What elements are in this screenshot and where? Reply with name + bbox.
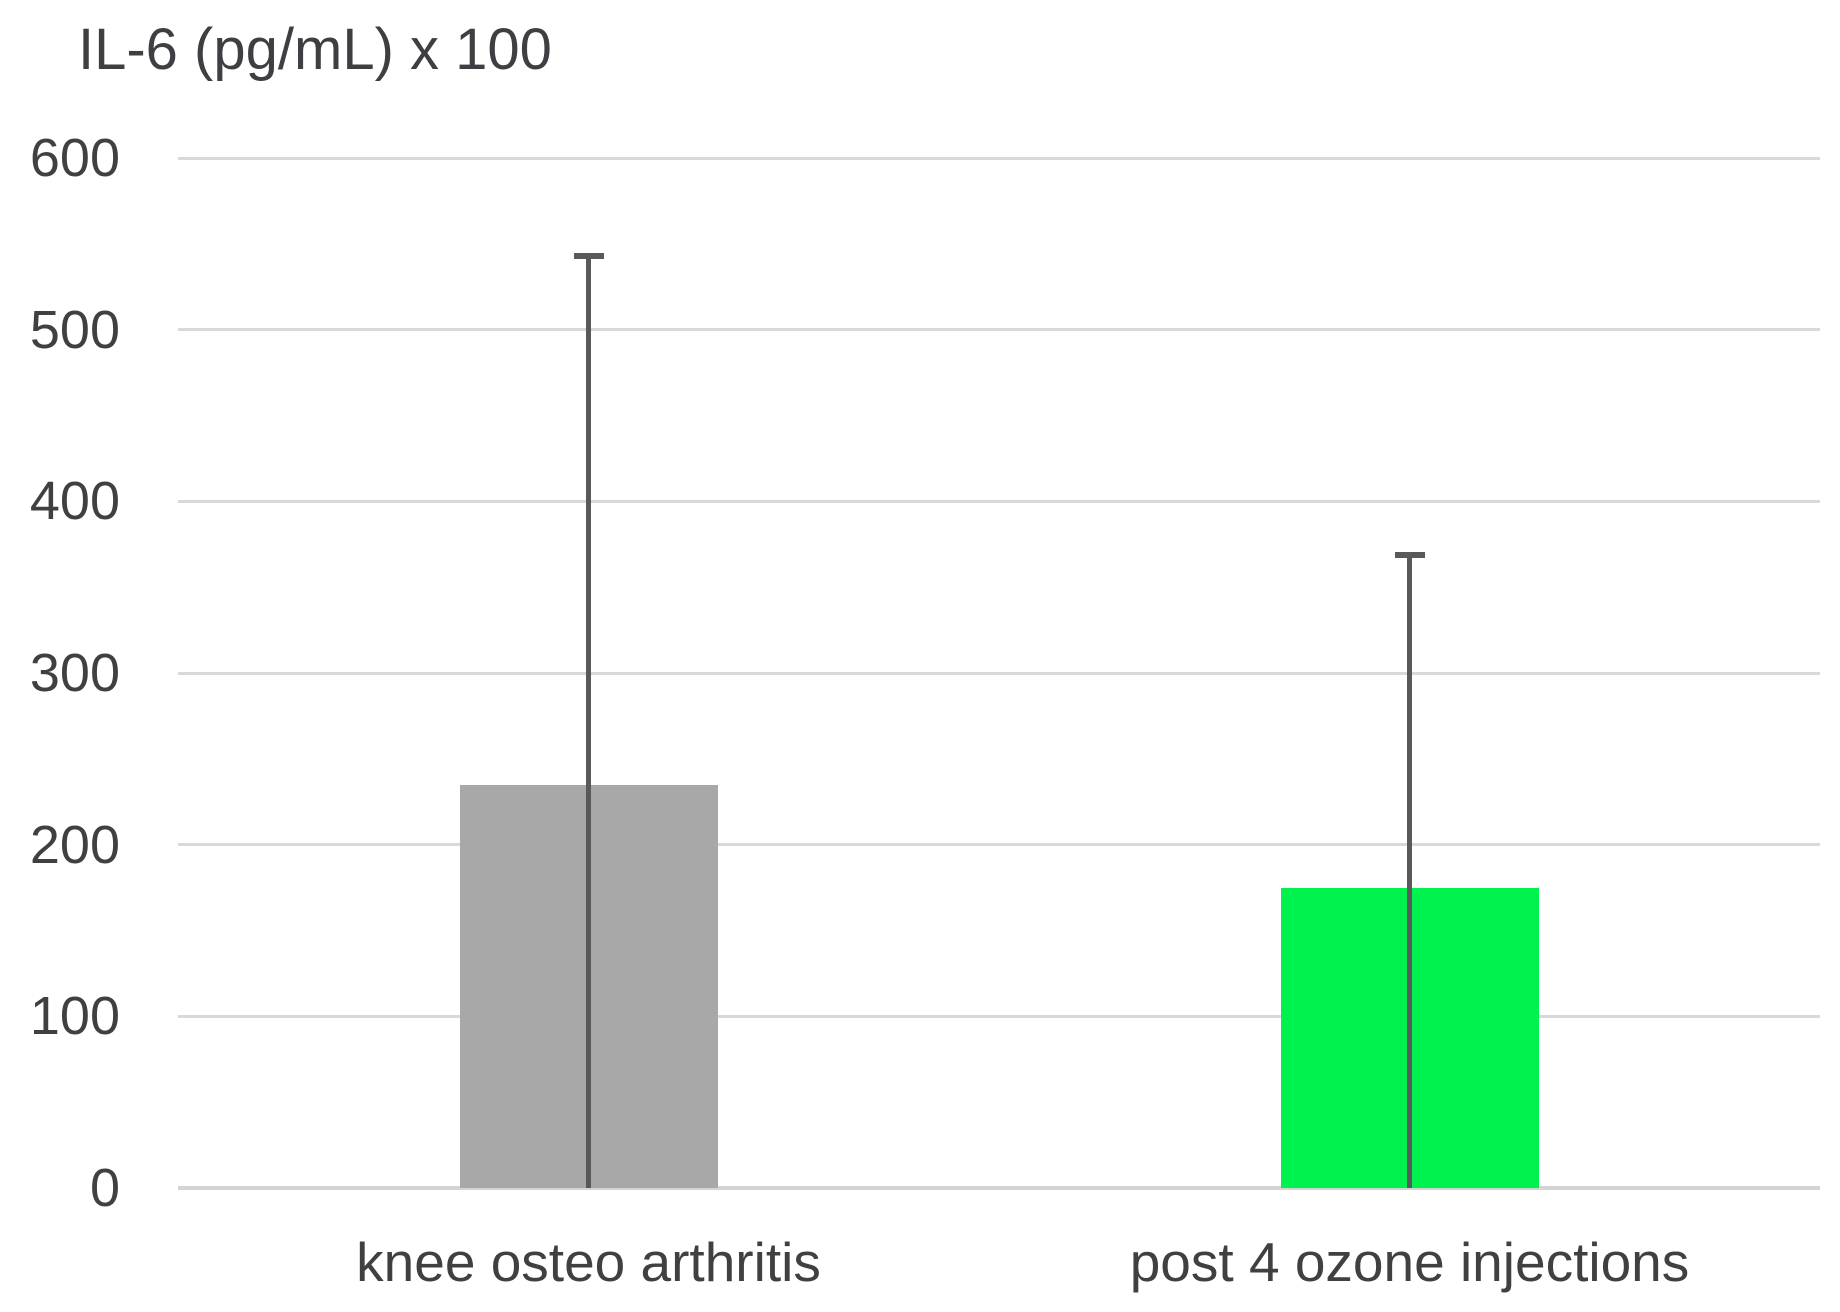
gridline: [178, 671, 1820, 675]
error-bar-line: [1407, 554, 1412, 1188]
y-tick-label: 200: [29, 814, 120, 875]
y-tick-label: 100: [29, 986, 120, 1047]
error-bar-line: [586, 255, 591, 1188]
y-tick-label: 0: [89, 1158, 120, 1218]
x-axis-line: [178, 1186, 1820, 1190]
gridline: [178, 328, 1820, 332]
chart-title: IL-6 (pg/mL) x 100: [78, 17, 552, 82]
gridline: [178, 156, 1820, 160]
y-tick-label: 500: [29, 299, 120, 360]
y-tick-label: 300: [29, 643, 120, 703]
gridline: [178, 1014, 1820, 1018]
category-label: post 4 ozone injections: [1129, 1231, 1690, 1293]
gridline: [178, 843, 1820, 847]
category-label: knee osteo arthritis: [356, 1231, 821, 1293]
y-tick-label: 600: [29, 128, 120, 188]
gridline: [178, 499, 1820, 503]
error-bar-cap: [573, 252, 604, 259]
y-tick-label: 400: [29, 471, 120, 532]
error-bar-cap: [1394, 551, 1425, 558]
